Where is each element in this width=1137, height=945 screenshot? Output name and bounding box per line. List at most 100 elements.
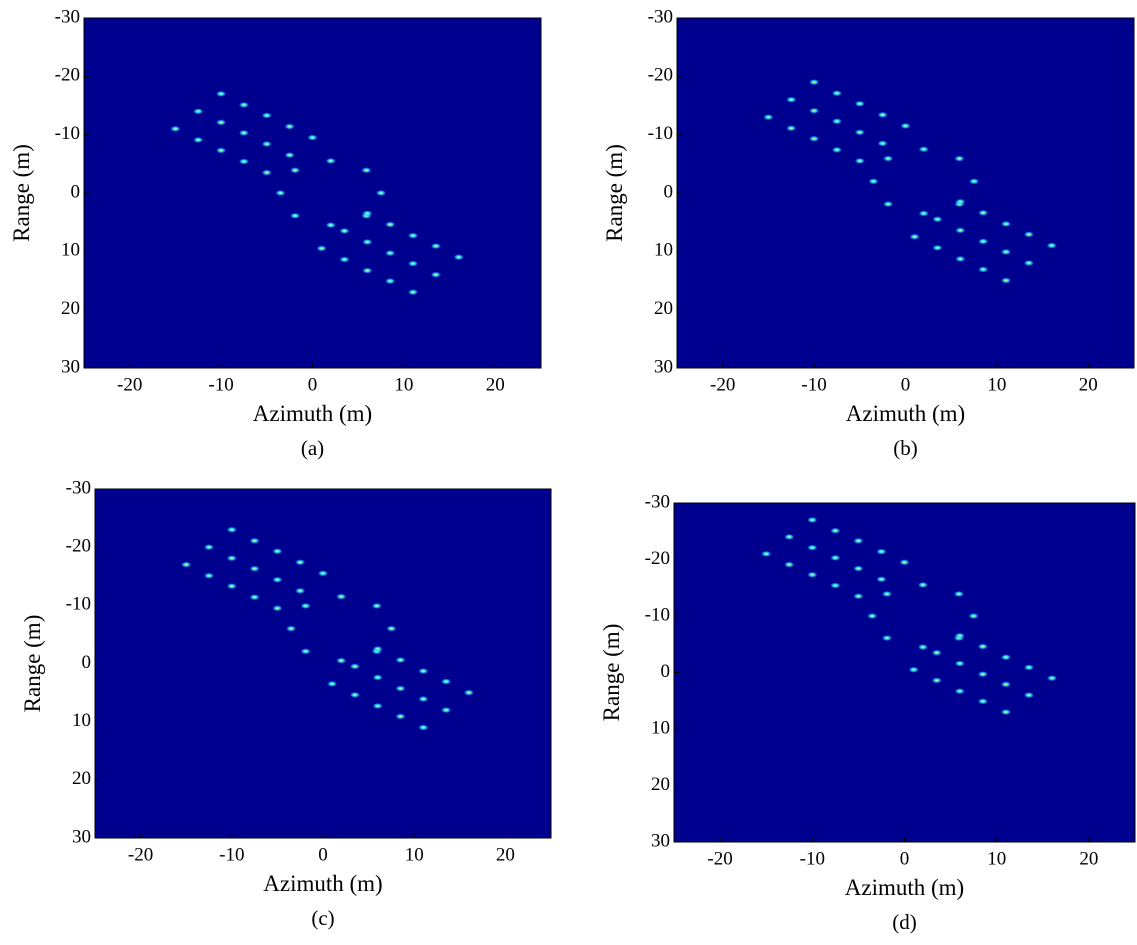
y-tick-label: 30	[61, 356, 80, 377]
scatter-point	[170, 125, 181, 132]
x-axis-label: Azimuth (m)	[263, 871, 382, 896]
y-tick-label: -10	[55, 123, 80, 144]
x-tick-label: -20	[710, 374, 735, 395]
scatter-point	[272, 576, 283, 583]
scatter-point	[371, 602, 382, 609]
scatter-point	[216, 90, 227, 97]
panel: -20 -10 0 10 20 -30 -20 -10 0 10 20 30 Azimuth (m) Ra…	[599, 491, 1136, 934]
y-tick-label: 30	[654, 356, 673, 377]
scatter-point	[978, 266, 989, 273]
scatter-point	[978, 238, 989, 245]
y-tick-label: -30	[645, 491, 670, 512]
scatter-point	[408, 289, 419, 296]
scatter-point	[327, 680, 338, 687]
panel-caption: (d)	[892, 910, 917, 934]
scatter-point	[325, 222, 336, 229]
scatter-point	[977, 671, 988, 678]
scatter-point	[1000, 654, 1011, 661]
scatter-point	[441, 707, 452, 714]
y-tick-label: 20	[654, 298, 673, 319]
scatter-point	[349, 691, 360, 698]
x-tick-label: -10	[801, 374, 826, 395]
y-tick-label: 0	[82, 652, 92, 673]
scatter-point	[418, 724, 429, 731]
y-tick-label: -30	[66, 477, 91, 498]
scatter-point	[349, 663, 360, 670]
scatter-point	[339, 256, 350, 263]
scatter-point	[1000, 681, 1011, 688]
scatter-point	[955, 198, 966, 205]
scatter-point	[372, 702, 383, 709]
plot-background	[95, 489, 551, 838]
y-tick-label: -20	[66, 536, 91, 557]
scatter-point	[932, 244, 943, 251]
x-tick-label: -20	[128, 844, 153, 865]
scatter-point	[1023, 260, 1034, 266]
y-tick-label: 20	[61, 298, 80, 319]
scatter-point	[809, 79, 820, 86]
scatter-point	[300, 602, 311, 609]
x-tick-label: -20	[117, 374, 142, 395]
scatter-point	[453, 254, 464, 261]
scatter-point	[238, 101, 249, 108]
scatter-point	[318, 570, 328, 577]
scatter-point	[249, 565, 260, 572]
scatter-point	[336, 593, 347, 600]
x-axis-label: Azimuth (m)	[253, 401, 372, 426]
y-tick-label: 10	[654, 240, 673, 261]
scatter-point	[261, 169, 272, 176]
x-tick-label: 0	[308, 374, 318, 395]
scatter-point	[385, 250, 396, 257]
scatter-point	[761, 550, 772, 557]
x-tick-label: 20	[1079, 848, 1098, 869]
plot-background	[84, 18, 541, 368]
scatter-point	[430, 243, 441, 250]
scatter-point	[408, 232, 419, 239]
scatter-point	[204, 572, 214, 579]
scatter-point	[1046, 242, 1057, 249]
scatter-point	[284, 152, 295, 159]
scatter-point	[853, 537, 864, 544]
scatter-point	[275, 190, 286, 196]
scatter-point	[1023, 692, 1034, 699]
x-axis-label: Azimuth (m)	[846, 401, 965, 426]
y-tick-label: 10	[61, 240, 80, 261]
scatter-point	[784, 533, 795, 540]
scatter-point	[883, 201, 894, 208]
scatter-point	[430, 271, 441, 278]
scatter-point	[361, 167, 372, 174]
scatter-point	[854, 157, 865, 164]
scatter-point	[932, 216, 943, 223]
scatter-point	[226, 583, 237, 590]
scatter-point	[372, 674, 383, 681]
scatter-point	[290, 212, 301, 219]
scatter-point	[295, 559, 306, 566]
scatter-point	[339, 227, 350, 234]
scatter-point	[955, 255, 966, 262]
scatter-point	[954, 632, 965, 639]
y-axis-label: Range (m)	[20, 615, 45, 713]
scatter-point	[900, 122, 911, 129]
scatter-point	[204, 544, 214, 551]
scatter-point	[807, 544, 818, 551]
scatter-point	[854, 100, 865, 107]
x-tick-label: -20	[707, 848, 732, 869]
scatter-point	[395, 713, 406, 720]
scatter-point	[408, 260, 419, 267]
y-tick-label: 10	[72, 710, 91, 731]
scatter-point	[286, 625, 297, 632]
plot-background	[674, 503, 1135, 842]
scatter-point	[226, 526, 237, 533]
y-tick-label: 20	[651, 774, 670, 795]
y-axis-label: Range (m)	[9, 144, 34, 242]
y-tick-label: 0	[664, 181, 674, 202]
y-tick-label: -10	[645, 604, 670, 625]
scatter-point	[830, 527, 841, 534]
scatter-point	[395, 685, 406, 692]
scatter-point	[954, 688, 965, 695]
scatter-point	[418, 695, 429, 702]
scatter-point	[876, 548, 887, 555]
panel: -20 -10 0 10 20 -30 -20 -10 0 10 20 30 Azimuth (m) Ra…	[9, 6, 542, 460]
scatter-point	[362, 210, 373, 217]
x-tick-label: -10	[800, 848, 825, 869]
